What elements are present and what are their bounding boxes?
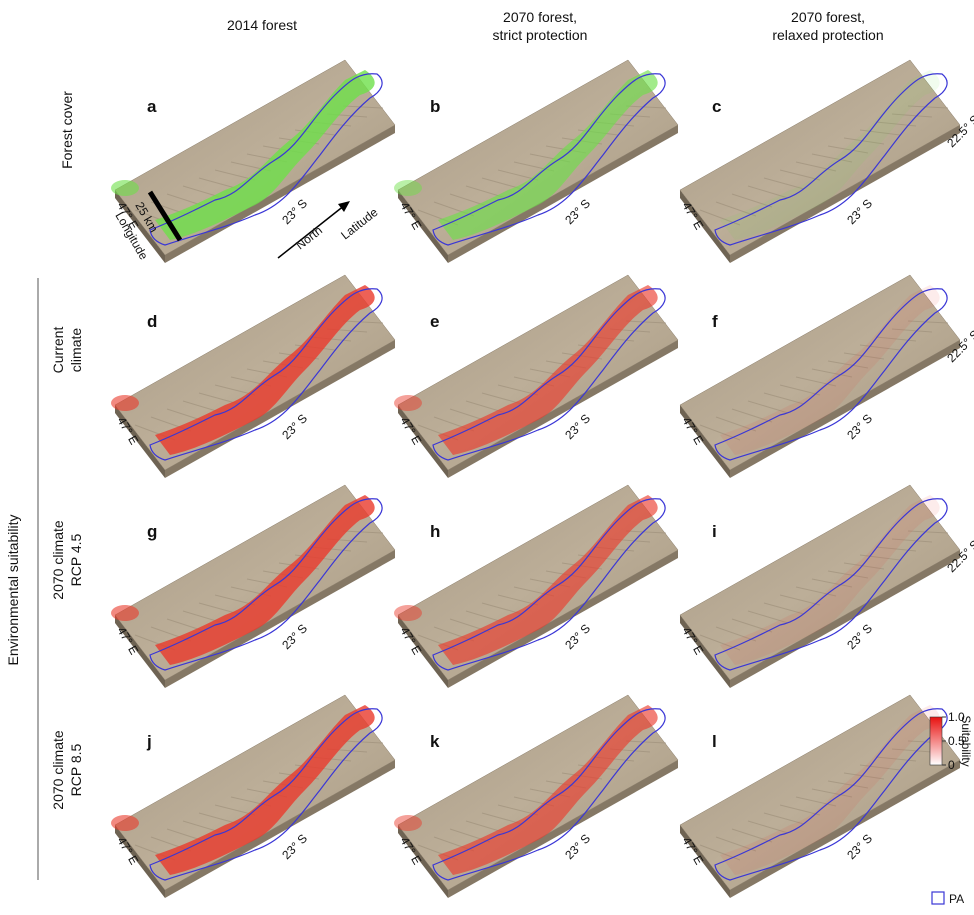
map-panel (111, 695, 395, 898)
row-label: Forest cover (59, 91, 75, 169)
map-panel (680, 275, 960, 478)
colorbar (930, 717, 942, 765)
column-header: 2014 forest (227, 17, 297, 33)
latitude-label: 23° S (562, 621, 593, 652)
latitude-label: 23° S (279, 831, 310, 862)
latitude-label: 23° S (279, 196, 310, 227)
map-panel (111, 275, 395, 478)
panel-letter: k (430, 732, 440, 751)
column-header: 2070 forest, (791, 9, 865, 25)
row-label: Current (50, 327, 66, 374)
row-label: RCP 8.5 (68, 743, 84, 796)
column-header: relaxed protection (772, 27, 883, 43)
habitat-patch (394, 815, 422, 831)
map-panel (394, 60, 678, 263)
group-label: Environmental suitability (5, 515, 21, 666)
column-header: 2070 forest, (503, 9, 577, 25)
panel-letter: d (147, 312, 157, 331)
habitat-patch (111, 605, 139, 621)
latitude-label: 23° S (562, 831, 593, 862)
map-panel (111, 485, 395, 688)
column-header: strict protection (493, 27, 588, 43)
map-panel (680, 485, 960, 688)
row-label: 2070 climate (50, 520, 66, 600)
row-label: RCP 4.5 (68, 533, 84, 586)
north-arrow-head (338, 201, 350, 212)
habitat-patch (394, 395, 422, 411)
habitat-patch (111, 180, 139, 196)
map-panel (394, 695, 678, 898)
panel-letter: g (147, 522, 157, 541)
latitude-label: 23° S (844, 621, 875, 652)
legend-label: PA (949, 892, 964, 906)
habitat-patch (111, 395, 139, 411)
panel-letter: h (430, 522, 440, 541)
map-panel (680, 60, 960, 263)
row-label: 2070 climate (50, 730, 66, 810)
latitude-label: 23° S (562, 196, 593, 227)
panel-letter: a (147, 97, 157, 116)
latitude-label: 23° S (844, 411, 875, 442)
latitude-label: 23° S (844, 196, 875, 227)
latitude-label: 23° S (562, 411, 593, 442)
panel-letter: l (712, 732, 717, 751)
panel-letter: b (430, 97, 440, 116)
latitude-label: 23° S (279, 411, 310, 442)
panel-letter: e (430, 312, 439, 331)
north-label: North (293, 223, 325, 252)
panel-letter: j (146, 732, 152, 751)
panel-letter: c (712, 97, 721, 116)
colorbar-tick-label: 0 (948, 758, 955, 772)
colorbar-title: Suitability (959, 715, 973, 766)
habitat-patch (111, 815, 139, 831)
habitat-patch (394, 605, 422, 621)
legend-swatch (932, 892, 944, 904)
latitude-label: 23° S (844, 831, 875, 862)
map-panel (394, 275, 678, 478)
latitude-label: 23° S (279, 621, 310, 652)
panel-letter: f (712, 312, 718, 331)
habitat-patch (394, 180, 422, 196)
panel-letter: i (712, 522, 717, 541)
map-panel (680, 695, 960, 898)
row-label: climate (68, 328, 84, 373)
map-panel (394, 485, 678, 688)
figure: Environmental suitability 2014 forest 207… (0, 0, 974, 915)
